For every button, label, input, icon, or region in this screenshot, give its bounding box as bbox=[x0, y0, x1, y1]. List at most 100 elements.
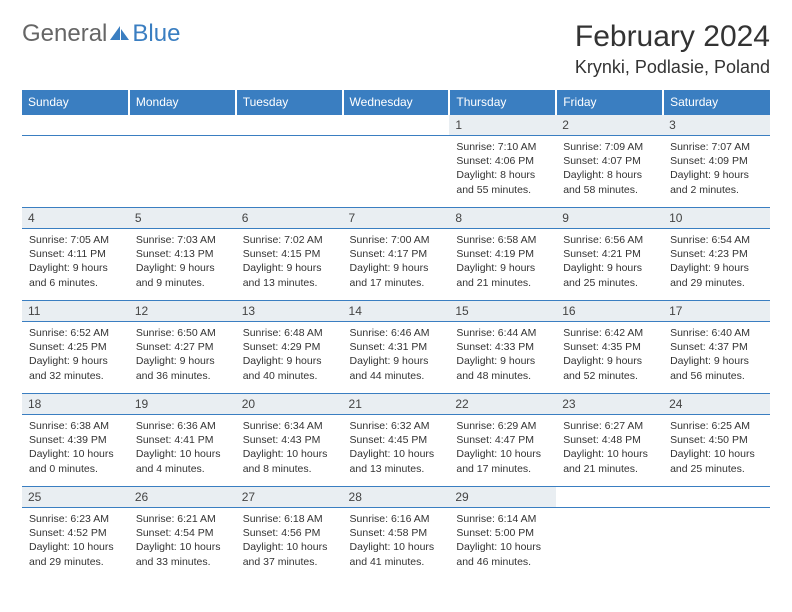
day-content: Sunrise: 6:32 AMSunset: 4:45 PMDaylight:… bbox=[344, 416, 449, 485]
day-number-cell: 22 bbox=[449, 394, 556, 415]
day-sunrise: Sunrise: 6:40 AM bbox=[670, 326, 763, 340]
day-sunset: Sunset: 4:54 PM bbox=[136, 526, 229, 540]
day-content: Sunrise: 7:09 AMSunset: 4:07 PMDaylight:… bbox=[557, 137, 662, 206]
day-day2: and 29 minutes. bbox=[29, 555, 122, 569]
day-content-cell: Sunrise: 6:50 AMSunset: 4:27 PMDaylight:… bbox=[129, 322, 236, 394]
day-content: Sunrise: 7:10 AMSunset: 4:06 PMDaylight:… bbox=[450, 137, 555, 206]
day-day2: and 8 minutes. bbox=[243, 462, 336, 476]
day-number: 3 bbox=[663, 115, 770, 135]
calendar-week-numbers: 123 bbox=[22, 115, 770, 136]
day-number-cell: 9 bbox=[556, 208, 663, 229]
day-number: 26 bbox=[129, 487, 236, 507]
day-number: 14 bbox=[343, 301, 450, 321]
day-number: 20 bbox=[236, 394, 343, 414]
day-sunset: Sunset: 4:43 PM bbox=[243, 433, 336, 447]
day-content-cell: Sunrise: 6:36 AMSunset: 4:41 PMDaylight:… bbox=[129, 415, 236, 487]
day-sunrise: Sunrise: 7:10 AM bbox=[456, 140, 549, 154]
day-number-cell: 24 bbox=[663, 394, 770, 415]
day-content: Sunrise: 6:18 AMSunset: 4:56 PMDaylight:… bbox=[237, 509, 342, 578]
day-day1: Daylight: 9 hours bbox=[670, 168, 763, 182]
day-sunset: Sunset: 4:45 PM bbox=[350, 433, 443, 447]
day-sunrise: Sunrise: 6:58 AM bbox=[456, 233, 549, 247]
day-sunrise: Sunrise: 6:34 AM bbox=[243, 419, 336, 433]
day-day2: and 17 minutes. bbox=[456, 462, 549, 476]
day-day2: and 55 minutes. bbox=[456, 183, 549, 197]
day-number-cell bbox=[236, 115, 343, 136]
day-sunrise: Sunrise: 6:32 AM bbox=[350, 419, 443, 433]
day-day2: and 52 minutes. bbox=[563, 369, 656, 383]
day-sunset: Sunset: 4:29 PM bbox=[243, 340, 336, 354]
day-number-cell: 6 bbox=[236, 208, 343, 229]
day-sunrise: Sunrise: 6:14 AM bbox=[456, 512, 549, 526]
day-content: Sunrise: 6:42 AMSunset: 4:35 PMDaylight:… bbox=[557, 323, 662, 392]
day-content-cell: Sunrise: 6:34 AMSunset: 4:43 PMDaylight:… bbox=[236, 415, 343, 487]
day-content: Sunrise: 7:02 AMSunset: 4:15 PMDaylight:… bbox=[237, 230, 342, 299]
day-day2: and 25 minutes. bbox=[670, 462, 763, 476]
day-number: 7 bbox=[343, 208, 450, 228]
day-number: 6 bbox=[236, 208, 343, 228]
day-content-cell: Sunrise: 7:03 AMSunset: 4:13 PMDaylight:… bbox=[129, 229, 236, 301]
weekday-header-row: SundayMondayTuesdayWednesdayThursdayFrid… bbox=[22, 90, 770, 115]
day-day1: Daylight: 10 hours bbox=[243, 540, 336, 554]
day-sunrise: Sunrise: 6:16 AM bbox=[350, 512, 443, 526]
day-day2: and 13 minutes. bbox=[243, 276, 336, 290]
day-sunrise: Sunrise: 7:02 AM bbox=[243, 233, 336, 247]
day-sunrise: Sunrise: 6:46 AM bbox=[350, 326, 443, 340]
day-content: Sunrise: 6:38 AMSunset: 4:39 PMDaylight:… bbox=[23, 416, 128, 485]
day-day1: Daylight: 9 hours bbox=[29, 261, 122, 275]
day-number-cell: 17 bbox=[663, 301, 770, 322]
day-number-cell: 16 bbox=[556, 301, 663, 322]
day-number-cell: 25 bbox=[22, 487, 129, 508]
day-content-cell: Sunrise: 6:16 AMSunset: 4:58 PMDaylight:… bbox=[343, 508, 450, 580]
day-sunset: Sunset: 4:50 PM bbox=[670, 433, 763, 447]
day-content-cell bbox=[22, 136, 129, 208]
day-day2: and 41 minutes. bbox=[350, 555, 443, 569]
brand-logo: General Blue bbox=[22, 20, 180, 48]
day-sunset: Sunset: 4:56 PM bbox=[243, 526, 336, 540]
day-day1: Daylight: 9 hours bbox=[243, 261, 336, 275]
brand-part1: General bbox=[22, 20, 107, 48]
day-number-cell: 13 bbox=[236, 301, 343, 322]
day-number-cell: 23 bbox=[556, 394, 663, 415]
day-number bbox=[343, 115, 450, 135]
day-content-cell bbox=[343, 136, 450, 208]
day-content-cell: Sunrise: 6:38 AMSunset: 4:39 PMDaylight:… bbox=[22, 415, 129, 487]
day-number-cell: 19 bbox=[129, 394, 236, 415]
day-number: 4 bbox=[22, 208, 129, 228]
day-number-cell: 20 bbox=[236, 394, 343, 415]
day-sunset: Sunset: 4:33 PM bbox=[456, 340, 549, 354]
day-sunrise: Sunrise: 7:07 AM bbox=[670, 140, 763, 154]
day-sunrise: Sunrise: 7:05 AM bbox=[29, 233, 122, 247]
day-sunrise: Sunrise: 6:25 AM bbox=[670, 419, 763, 433]
weekday-header: Friday bbox=[556, 90, 663, 115]
day-content: Sunrise: 6:16 AMSunset: 4:58 PMDaylight:… bbox=[344, 509, 449, 578]
day-day2: and 25 minutes. bbox=[563, 276, 656, 290]
day-number-cell: 27 bbox=[236, 487, 343, 508]
day-day1: Daylight: 10 hours bbox=[29, 447, 122, 461]
day-day2: and 2 minutes. bbox=[670, 183, 763, 197]
day-content: Sunrise: 6:23 AMSunset: 4:52 PMDaylight:… bbox=[23, 509, 128, 578]
day-content: Sunrise: 6:14 AMSunset: 5:00 PMDaylight:… bbox=[450, 509, 555, 578]
day-day2: and 21 minutes. bbox=[563, 462, 656, 476]
day-content: Sunrise: 6:58 AMSunset: 4:19 PMDaylight:… bbox=[450, 230, 555, 299]
day-number: 8 bbox=[449, 208, 556, 228]
day-sunrise: Sunrise: 6:44 AM bbox=[456, 326, 549, 340]
day-day2: and 4 minutes. bbox=[136, 462, 229, 476]
day-content: Sunrise: 6:56 AMSunset: 4:21 PMDaylight:… bbox=[557, 230, 662, 299]
day-number: 21 bbox=[343, 394, 450, 414]
day-content bbox=[344, 137, 449, 206]
day-sunset: Sunset: 4:27 PM bbox=[136, 340, 229, 354]
day-number bbox=[22, 115, 129, 135]
day-number: 23 bbox=[556, 394, 663, 414]
day-sunset: Sunset: 5:00 PM bbox=[456, 526, 549, 540]
day-sunset: Sunset: 4:23 PM bbox=[670, 247, 763, 261]
day-number: 19 bbox=[129, 394, 236, 414]
day-content: Sunrise: 7:07 AMSunset: 4:09 PMDaylight:… bbox=[664, 137, 769, 206]
day-sunset: Sunset: 4:11 PM bbox=[29, 247, 122, 261]
day-sunrise: Sunrise: 6:56 AM bbox=[563, 233, 656, 247]
day-number-cell: 21 bbox=[343, 394, 450, 415]
calendar-week-numbers: 18192021222324 bbox=[22, 394, 770, 415]
day-day2: and 6 minutes. bbox=[29, 276, 122, 290]
day-day2: and 9 minutes. bbox=[136, 276, 229, 290]
day-day2: and 37 minutes. bbox=[243, 555, 336, 569]
